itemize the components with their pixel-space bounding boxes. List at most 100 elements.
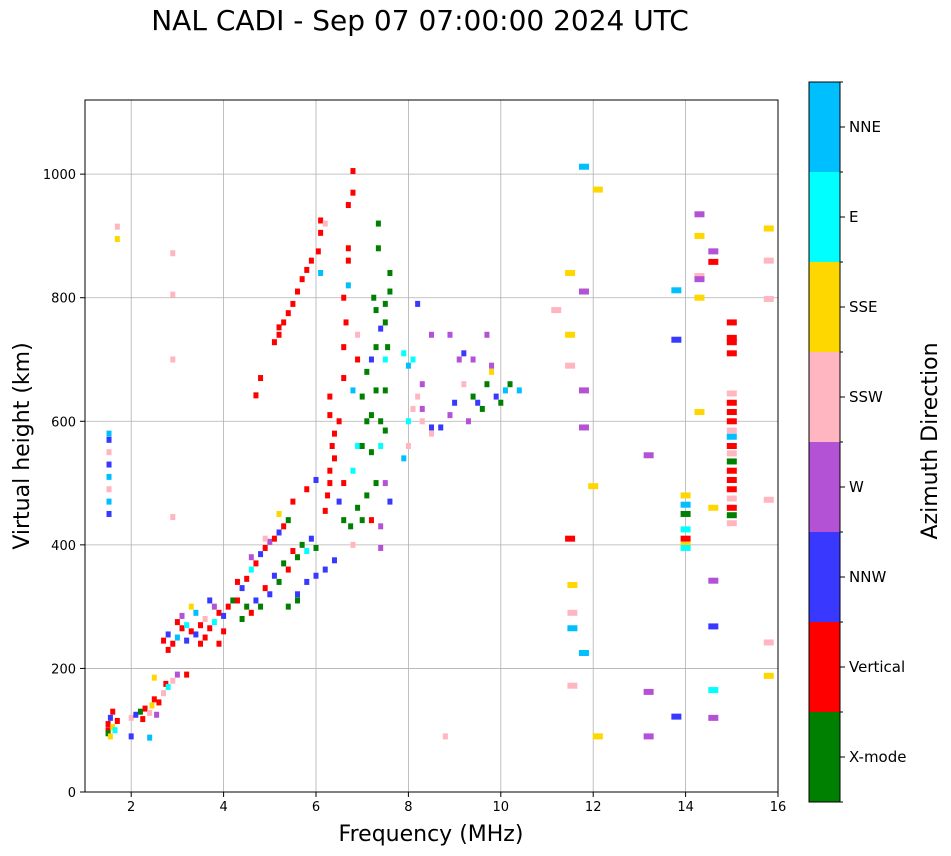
echo-point-ssw [106, 449, 112, 456]
echo-point-x-mode [498, 399, 504, 406]
echo-point-nnw [184, 637, 190, 644]
x-tick-label: 16 [770, 800, 787, 815]
echo-point-ssw [170, 514, 176, 521]
echo-point-nne [345, 282, 351, 289]
echo-point-ssw [551, 307, 562, 314]
echo-point-vertical [262, 585, 268, 592]
echo-point-sse [708, 504, 719, 511]
plot-background [85, 100, 778, 792]
echo-point-sse [694, 409, 705, 416]
echo-point-e [708, 687, 719, 694]
echo-point-sse [489, 368, 495, 375]
echo-point-ssw [419, 418, 425, 425]
echo-point-vertical [290, 548, 296, 555]
echo-point-w [578, 288, 589, 295]
echo-point-ssw [726, 495, 737, 502]
echo-point-w [489, 362, 495, 369]
echo-point-nnw [276, 529, 282, 536]
x-tick-label: 10 [493, 800, 510, 815]
echo-point-w [470, 356, 476, 363]
echo-point-vertical [327, 412, 333, 419]
echo-point-vertical [726, 504, 737, 511]
echo-point-vertical [350, 168, 356, 175]
echo-point-ssw [355, 331, 361, 338]
echo-point-x-mode [373, 307, 379, 314]
echo-point-nne [106, 498, 112, 505]
echo-point-w [708, 714, 719, 721]
echo-point-sse [763, 672, 774, 679]
echo-point-x-mode [364, 368, 370, 375]
echo-point-vertical [325, 492, 331, 499]
colorbar-segment-ssw [809, 352, 840, 442]
echo-point-vertical [290, 498, 296, 505]
echo-point-nne [502, 387, 508, 394]
echo-point-vertical [565, 535, 576, 542]
echo-point-vertical [253, 560, 259, 567]
echo-point-nnw [438, 424, 444, 431]
echo-point-nnw [452, 399, 458, 406]
echo-point-vertical [234, 578, 240, 585]
echo-point-vertical [216, 609, 222, 616]
echo-point-vertical [163, 680, 169, 687]
echo-point-vertical [161, 637, 167, 644]
echo-point-nnw [165, 631, 171, 638]
echo-point-w [643, 452, 654, 459]
echo-point-vertical [726, 350, 737, 357]
echo-point-ssw [114, 223, 120, 230]
echo-point-vertical [350, 189, 356, 196]
echo-point-x-mode [382, 319, 388, 326]
echo-point-w [267, 538, 273, 545]
colorbar-label: W [849, 478, 864, 496]
echo-point-vertical [345, 257, 351, 264]
echo-point-nnw [415, 300, 421, 307]
data-points [105, 163, 774, 741]
echo-point-e [382, 356, 388, 363]
echo-point-ssw [442, 733, 448, 740]
echo-point-ssw [726, 390, 737, 397]
echo-point-nnw [106, 436, 112, 443]
colorbar-title: Azimuth Direction [918, 342, 943, 539]
echo-point-e [248, 566, 254, 573]
echo-point-nnw [313, 476, 319, 483]
echo-point-nnw [267, 591, 273, 598]
echo-point-e [350, 467, 356, 474]
echo-point-vertical [276, 324, 282, 331]
echo-point-x-mode [378, 418, 384, 425]
colorbar-segment-w [809, 442, 840, 532]
echo-point-x-mode [375, 220, 381, 227]
echo-point-x-mode [359, 443, 365, 449]
echo-point-nnw [253, 597, 259, 604]
echo-point-w [694, 276, 705, 283]
chart-title: NAL CADI - Sep 07 07:00:00 2024 UTC [151, 4, 689, 37]
echo-point-vertical [345, 245, 351, 252]
echo-point-x-mode [385, 344, 391, 351]
echo-point-sse [107, 733, 113, 740]
echo-point-ssw [410, 405, 416, 412]
echo-point-e [211, 619, 217, 626]
echo-point-vertical [198, 640, 203, 647]
echo-point-vertical [341, 294, 347, 301]
echo-point-vertical [285, 566, 291, 573]
echo-point-vertical [341, 344, 347, 351]
echo-point-ssw [726, 450, 737, 457]
echo-point-vertical [368, 517, 374, 524]
x-tick-label: 8 [404, 800, 412, 815]
x-axis-title: Frequency (MHz) [339, 822, 524, 847]
echo-point-w [382, 480, 388, 487]
echo-point-sse [276, 510, 282, 517]
echo-point-sse [680, 541, 691, 548]
echo-point-x-mode [382, 300, 388, 307]
y-tick-label: 800 [51, 292, 76, 307]
echo-point-ssw [170, 291, 176, 298]
echo-point-nnw [106, 461, 112, 468]
echo-point-x-mode [373, 387, 379, 394]
echo-point-w [643, 688, 654, 695]
echo-point-ssw [147, 709, 153, 716]
echo-point-vertical [271, 339, 277, 346]
echo-point-nne [318, 270, 324, 276]
echo-point-vertical [329, 443, 335, 449]
echo-point-vertical [248, 609, 254, 616]
echo-point-w [447, 331, 453, 338]
x-tick-label: 12 [585, 800, 602, 815]
echo-point-e [355, 443, 361, 449]
